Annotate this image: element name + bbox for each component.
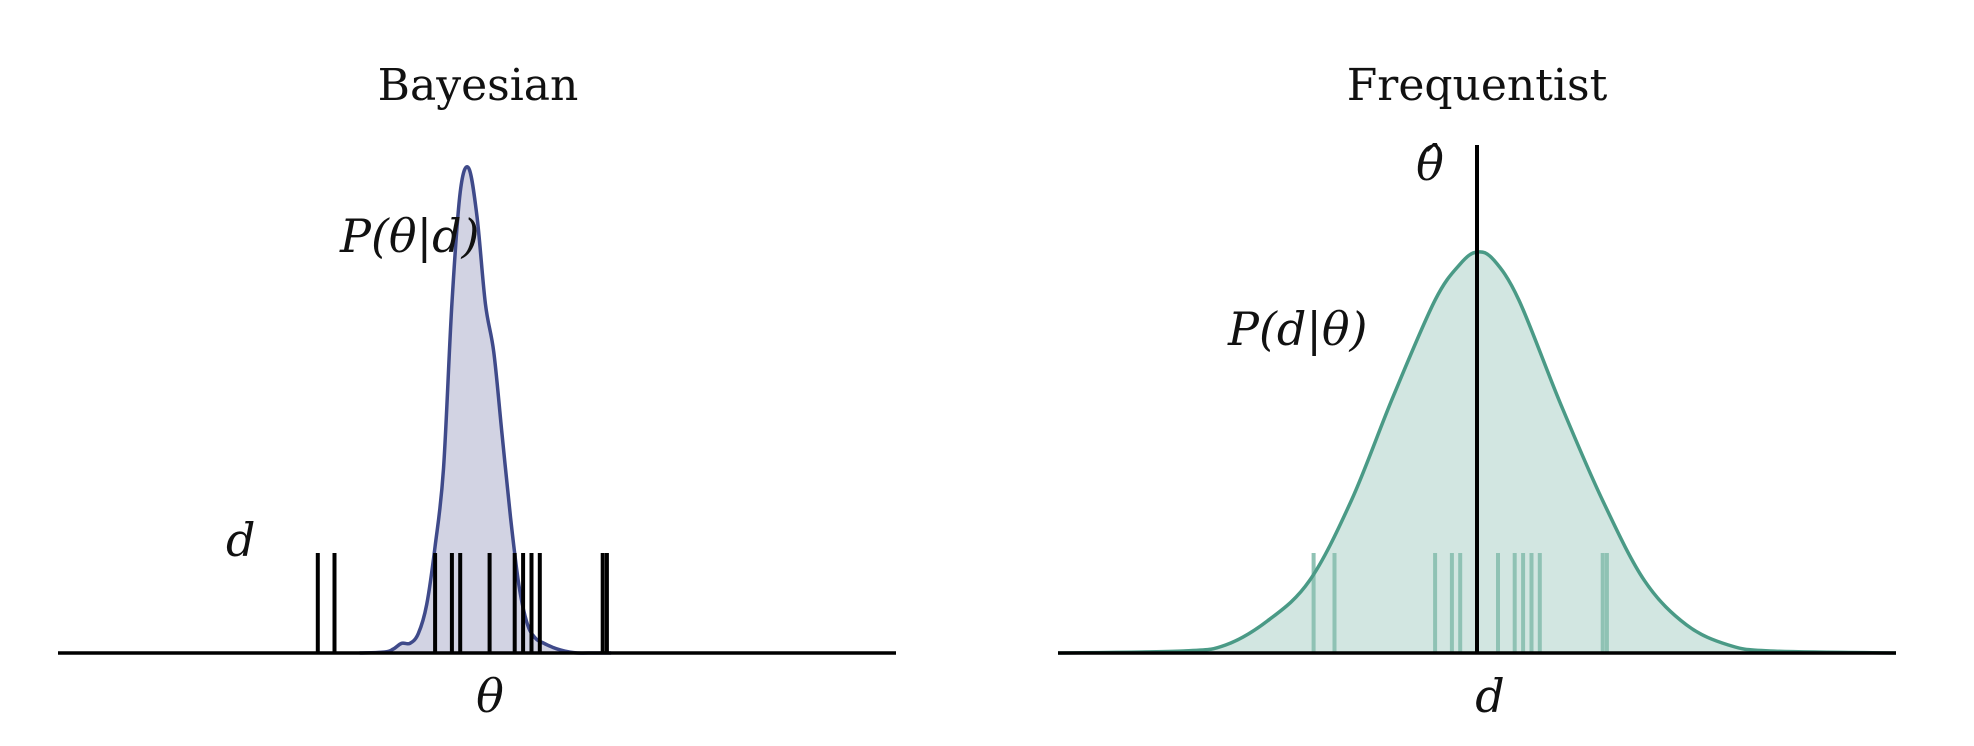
bayesian-data-rug: [315, 553, 609, 653]
bayesian-curve-label: P(θ|d): [339, 209, 479, 263]
frequentist-data-rug: [1311, 553, 1609, 653]
bayesian-x-label: θ: [476, 669, 504, 723]
frequentist-x-label: d: [1475, 669, 1504, 723]
frequentist-title: Frequentist: [1347, 60, 1608, 111]
bayesian-title: Bayesian: [378, 60, 579, 111]
bayesian-panel: Bayesian P(θ|d) d θ: [58, 60, 896, 723]
bayesian-rug-label: d: [226, 513, 255, 567]
bayesian-posterior-line: [359, 165, 612, 655]
frequentist-curve-label: P(d|θ): [1227, 302, 1367, 356]
bayesian-posterior-area: [359, 166, 612, 654]
frequentist-estimate-label: θ̂: [1416, 137, 1444, 191]
frequentist-panel: Frequentist θ̂ P(d|θ) d: [1057, 60, 1897, 723]
